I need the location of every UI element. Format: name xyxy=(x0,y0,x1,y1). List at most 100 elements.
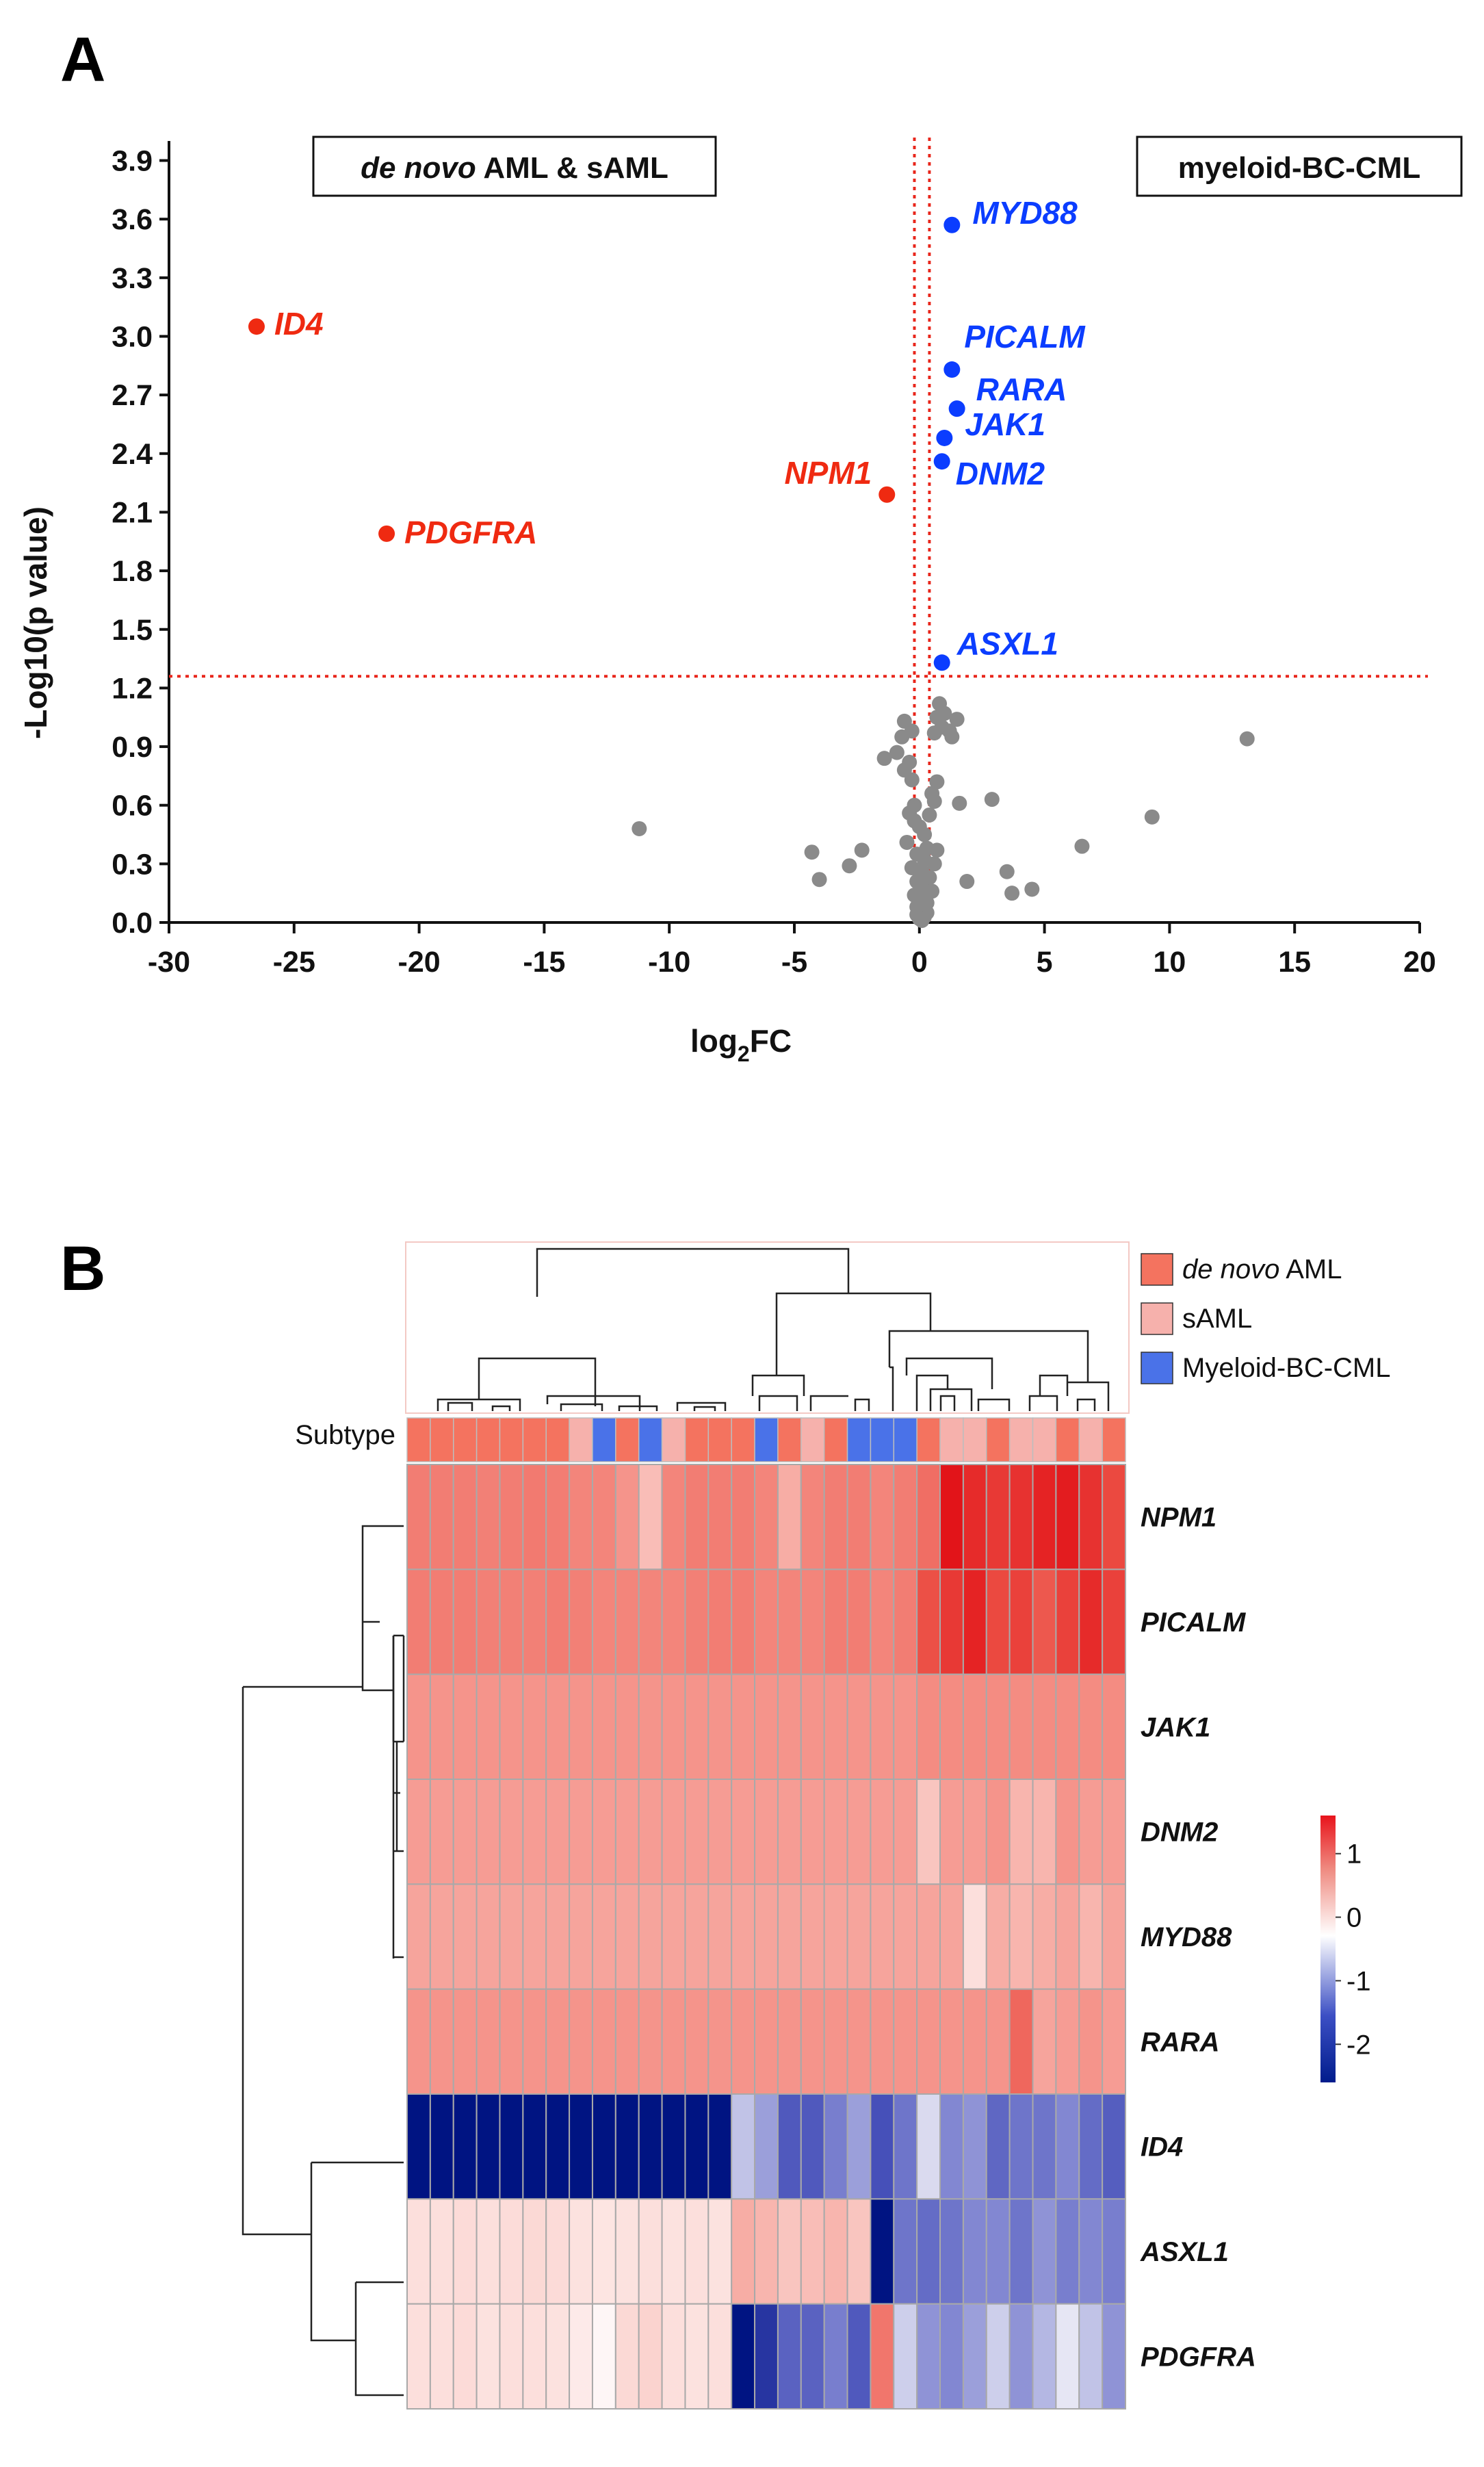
heatmap-cell xyxy=(754,2303,779,2410)
heatmap-cell xyxy=(939,1673,964,1781)
y-tick-label: 0.0 xyxy=(112,907,153,940)
heatmap-cell xyxy=(777,2093,802,2200)
heatmap-cell xyxy=(893,2093,918,2200)
subtype-label: Subtype xyxy=(295,1420,395,1450)
heatmap-cell xyxy=(846,1568,872,1675)
ns-point xyxy=(929,842,945,858)
heatmap-cell xyxy=(893,1673,918,1781)
gene-point-asxl1 xyxy=(933,654,950,671)
y-axis-ticks: 0.0 0.3 0.6 0.9 1.2 1.5 1.8 2.1 2.4 2.7 3.0 3.3 3.6 3… xyxy=(112,145,169,940)
heatmap-cell xyxy=(985,1883,1011,1990)
ns-point xyxy=(904,772,920,788)
heatmap-cell xyxy=(846,2303,872,2410)
heatmap-cell xyxy=(499,2303,524,2410)
heatmap-cell xyxy=(569,1673,593,1781)
heatmap-cell xyxy=(1078,1673,1104,1781)
heatmap-cell xyxy=(638,1568,663,1675)
heatmap-cell xyxy=(985,1568,1011,1675)
heatmap-cell xyxy=(522,2093,547,2200)
heatmap-cell xyxy=(1008,1883,1034,1990)
y-tick-label: 0.9 xyxy=(112,731,153,764)
heatmap-cell xyxy=(731,1883,756,1990)
heatmap-cell xyxy=(731,2093,756,2200)
heatmap-cell xyxy=(452,2198,478,2305)
heatmap-cell xyxy=(916,1883,941,1990)
heatmap-cell xyxy=(476,1568,501,1675)
y-tick-label: 3.0 xyxy=(112,321,153,354)
heatmap-cell xyxy=(406,2303,431,2410)
gene-label-picalm: PICALM xyxy=(964,319,1086,354)
y-tick-label: 3.6 xyxy=(112,203,153,236)
heatmap-cell xyxy=(406,1883,431,1990)
heatmap-cell xyxy=(1008,2198,1034,2305)
heatmap-cell xyxy=(846,1464,872,1571)
y-tick-label: 3.3 xyxy=(112,262,153,295)
heatmap-cell xyxy=(754,1568,779,1675)
y-tick-label: 0.6 xyxy=(112,790,153,823)
ns-point xyxy=(944,729,960,745)
heatmap-cell xyxy=(823,1568,848,1675)
gene-label-pdgfra: PDGFRA xyxy=(404,515,537,550)
heatmap-cell xyxy=(684,2093,710,2200)
ns-point xyxy=(926,793,942,809)
legend-label: de novo AML xyxy=(1182,1254,1342,1284)
heatmap-cell xyxy=(1078,1464,1104,1571)
heatmap-cell xyxy=(499,2198,524,2305)
x-axis-label: log2FC xyxy=(690,1023,792,1066)
subtype-cell xyxy=(569,1417,593,1462)
heatmap-cell xyxy=(591,2303,616,2410)
heatmap-cell xyxy=(499,1673,524,1781)
x-tick-label: 5 xyxy=(1037,946,1053,979)
heatmap-cell xyxy=(591,2198,616,2305)
heatmap-cell xyxy=(893,2303,918,2410)
heatmap-cell xyxy=(499,1988,524,2095)
heatmap-cell xyxy=(707,2198,733,2305)
ns-point xyxy=(926,725,942,741)
ns-point xyxy=(952,795,967,811)
heatmap-cell xyxy=(823,2198,848,2305)
heatmap-cell xyxy=(1032,1883,1057,1990)
heatmap-cell xyxy=(1032,1464,1057,1571)
heatmap-cell xyxy=(684,1568,710,1675)
heatmap-cell xyxy=(661,1464,686,1571)
gene-label-npm1: NPM1 xyxy=(784,455,872,491)
heatmap-cell xyxy=(846,1779,872,1885)
ns-point xyxy=(632,821,647,836)
heatmap-cell xyxy=(916,1673,941,1781)
ns-point xyxy=(1074,838,1090,854)
colorbar-ticks: 1 0 -1 -2 xyxy=(1336,1839,1371,2060)
heatmap-cell xyxy=(962,2198,987,2305)
heatmap-cell xyxy=(823,1988,848,2095)
heatmap-cell xyxy=(1032,1988,1057,2095)
heatmap-cell xyxy=(476,1464,501,1571)
heatmap-cell xyxy=(684,2303,710,2410)
heatmap-cell xyxy=(661,1988,686,2095)
heatmap-cell xyxy=(1102,1568,1126,1675)
heatmap-cell xyxy=(777,1988,802,2095)
gene-point-npm1 xyxy=(878,486,896,503)
heatmap-cell xyxy=(800,1779,825,1885)
heatmap-cell xyxy=(800,1568,825,1675)
y-tick-label: 0.3 xyxy=(112,848,153,881)
ns-point xyxy=(999,864,1015,879)
svg-text:myeloid-BC-CML: myeloid-BC-CML xyxy=(1178,151,1420,185)
heatmap-cell xyxy=(1008,1568,1034,1675)
ns-point xyxy=(894,729,910,745)
heatmap-cell xyxy=(823,2093,848,2200)
heatmap-cell xyxy=(569,1988,593,2095)
heatmap-cell xyxy=(754,1673,779,1781)
heatmap-cell xyxy=(638,1673,663,1781)
heatmap-cell xyxy=(962,1568,987,1675)
heatmap-cell xyxy=(916,1779,941,1885)
heatmap-cell xyxy=(638,2198,663,2305)
heatmap-cell xyxy=(1008,1464,1034,1571)
heatmap-cell xyxy=(800,2093,825,2200)
heatmap-cell xyxy=(638,1464,663,1571)
heatmap-cell xyxy=(545,1883,571,1990)
heatmap-cell xyxy=(893,1779,918,1885)
heatmap-cell xyxy=(870,1988,895,2095)
heatmap-cell xyxy=(1102,1464,1126,1571)
heatmap-cell xyxy=(522,2198,547,2305)
heatmap-cell xyxy=(823,1673,848,1781)
heatmap-cell xyxy=(661,2303,686,2410)
